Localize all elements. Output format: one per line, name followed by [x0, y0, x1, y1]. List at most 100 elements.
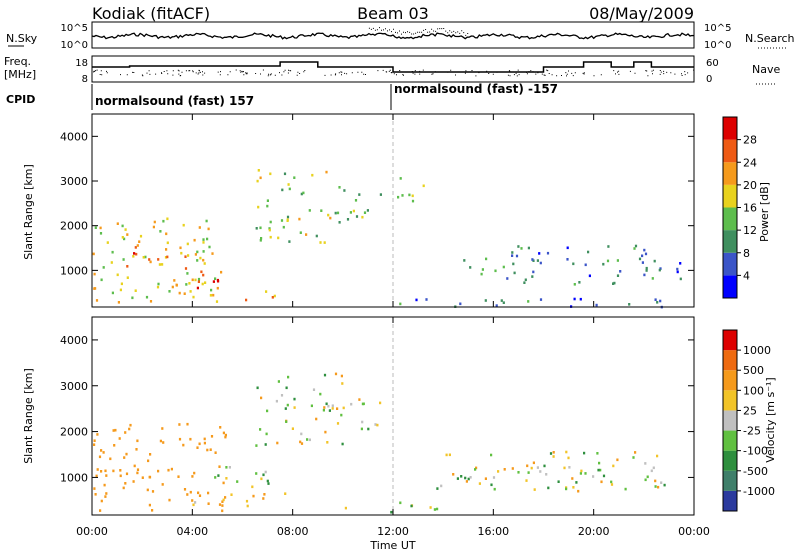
data-cell	[111, 291, 114, 295]
data-cell	[587, 250, 590, 254]
data-cell	[221, 500, 224, 503]
data-cell	[198, 226, 201, 229]
data-cell	[415, 298, 418, 302]
data-cell	[612, 282, 615, 285]
data-cell	[320, 209, 323, 212]
data-cell	[464, 476, 467, 480]
data-cell	[255, 472, 258, 475]
data-cell	[480, 272, 483, 276]
data-cell	[596, 452, 599, 455]
power-y-axis: 1000 2000 3000 4000	[60, 130, 694, 277]
data-cell	[363, 211, 367, 214]
data-cell	[265, 290, 268, 293]
data-cell	[643, 248, 646, 252]
data-cell	[222, 498, 225, 502]
colorbar-swatch	[723, 230, 737, 253]
data-cell	[260, 396, 263, 400]
data-cell	[194, 501, 197, 504]
data-cell	[342, 406, 345, 410]
data-cell	[168, 290, 171, 293]
data-cell	[207, 227, 210, 231]
nave-tick-low: 0	[706, 74, 712, 85]
data-cell	[178, 291, 181, 295]
data-cell	[219, 426, 222, 429]
data-cell	[96, 433, 99, 436]
data-cell	[125, 452, 128, 456]
nave-label: Nave	[752, 63, 780, 76]
data-cell	[634, 451, 637, 454]
data-cell	[588, 274, 591, 278]
data-cell	[159, 439, 162, 443]
data-cell	[112, 469, 115, 473]
data-cell	[280, 219, 284, 222]
data-cell	[265, 432, 268, 436]
data-cell	[189, 437, 192, 441]
data-cell	[399, 302, 402, 306]
data-cell	[300, 192, 303, 196]
data-cell	[196, 250, 199, 254]
y-tick-label: 3000	[60, 380, 88, 393]
data-cell	[109, 457, 112, 461]
data-cell	[641, 254, 644, 258]
colorbar-swatch	[723, 330, 737, 351]
data-cell	[533, 488, 536, 491]
noise-left-label: N.Sky	[6, 32, 38, 45]
colorbar-swatch	[723, 207, 737, 231]
data-cell	[201, 282, 204, 286]
data-cell	[538, 252, 541, 255]
data-cell	[93, 272, 96, 276]
data-cell	[565, 486, 568, 489]
data-cell	[532, 461, 535, 465]
data-cell	[502, 265, 505, 269]
data-cell	[628, 303, 631, 306]
data-cell	[257, 169, 260, 172]
noise-right-tick-low: 10^0	[704, 40, 731, 51]
data-cell	[580, 469, 583, 473]
data-cell	[656, 301, 659, 304]
data-cell	[252, 494, 255, 498]
data-cell	[104, 469, 107, 473]
data-cell	[281, 188, 284, 192]
data-cell	[126, 276, 129, 279]
data-cell	[136, 468, 140, 471]
data-cell	[196, 286, 199, 290]
colorbar-tick-label: 24	[743, 156, 757, 169]
data-cell	[110, 261, 113, 264]
data-cell	[523, 281, 526, 284]
data-cell	[500, 299, 503, 302]
data-cell	[530, 466, 533, 470]
data-cell	[572, 262, 575, 266]
data-cell	[584, 472, 587, 475]
data-cell	[306, 438, 309, 441]
freq-tick-high: 18	[75, 58, 88, 69]
colorbar-tick-label: 1000	[743, 344, 771, 357]
velocity-colorbar-label: Velocity [m s⁻¹]	[764, 377, 777, 462]
data-cell	[183, 488, 187, 491]
data-cell	[283, 172, 287, 176]
data-cell	[280, 394, 284, 397]
x-tick-label: 16:00	[477, 525, 509, 538]
data-cell	[207, 491, 210, 495]
data-cell	[660, 481, 663, 484]
data-cell	[515, 254, 519, 258]
data-cell	[255, 444, 258, 447]
data-cell	[436, 507, 439, 511]
data-cell	[257, 205, 260, 209]
data-cell	[264, 443, 267, 446]
data-cell	[325, 402, 328, 406]
data-cell	[188, 282, 191, 285]
data-cell	[312, 388, 316, 391]
data-cell	[578, 281, 581, 284]
data-cell	[341, 442, 344, 446]
data-cell	[644, 462, 647, 465]
data-cell	[465, 480, 468, 483]
data-cell	[323, 241, 326, 244]
x-tick-label: 12:00	[377, 525, 409, 538]
data-cell	[567, 456, 570, 460]
data-cell	[175, 283, 178, 287]
data-cell	[216, 286, 219, 290]
data-cell	[436, 487, 439, 490]
data-cell	[100, 470, 103, 473]
data-cell	[331, 404, 334, 407]
